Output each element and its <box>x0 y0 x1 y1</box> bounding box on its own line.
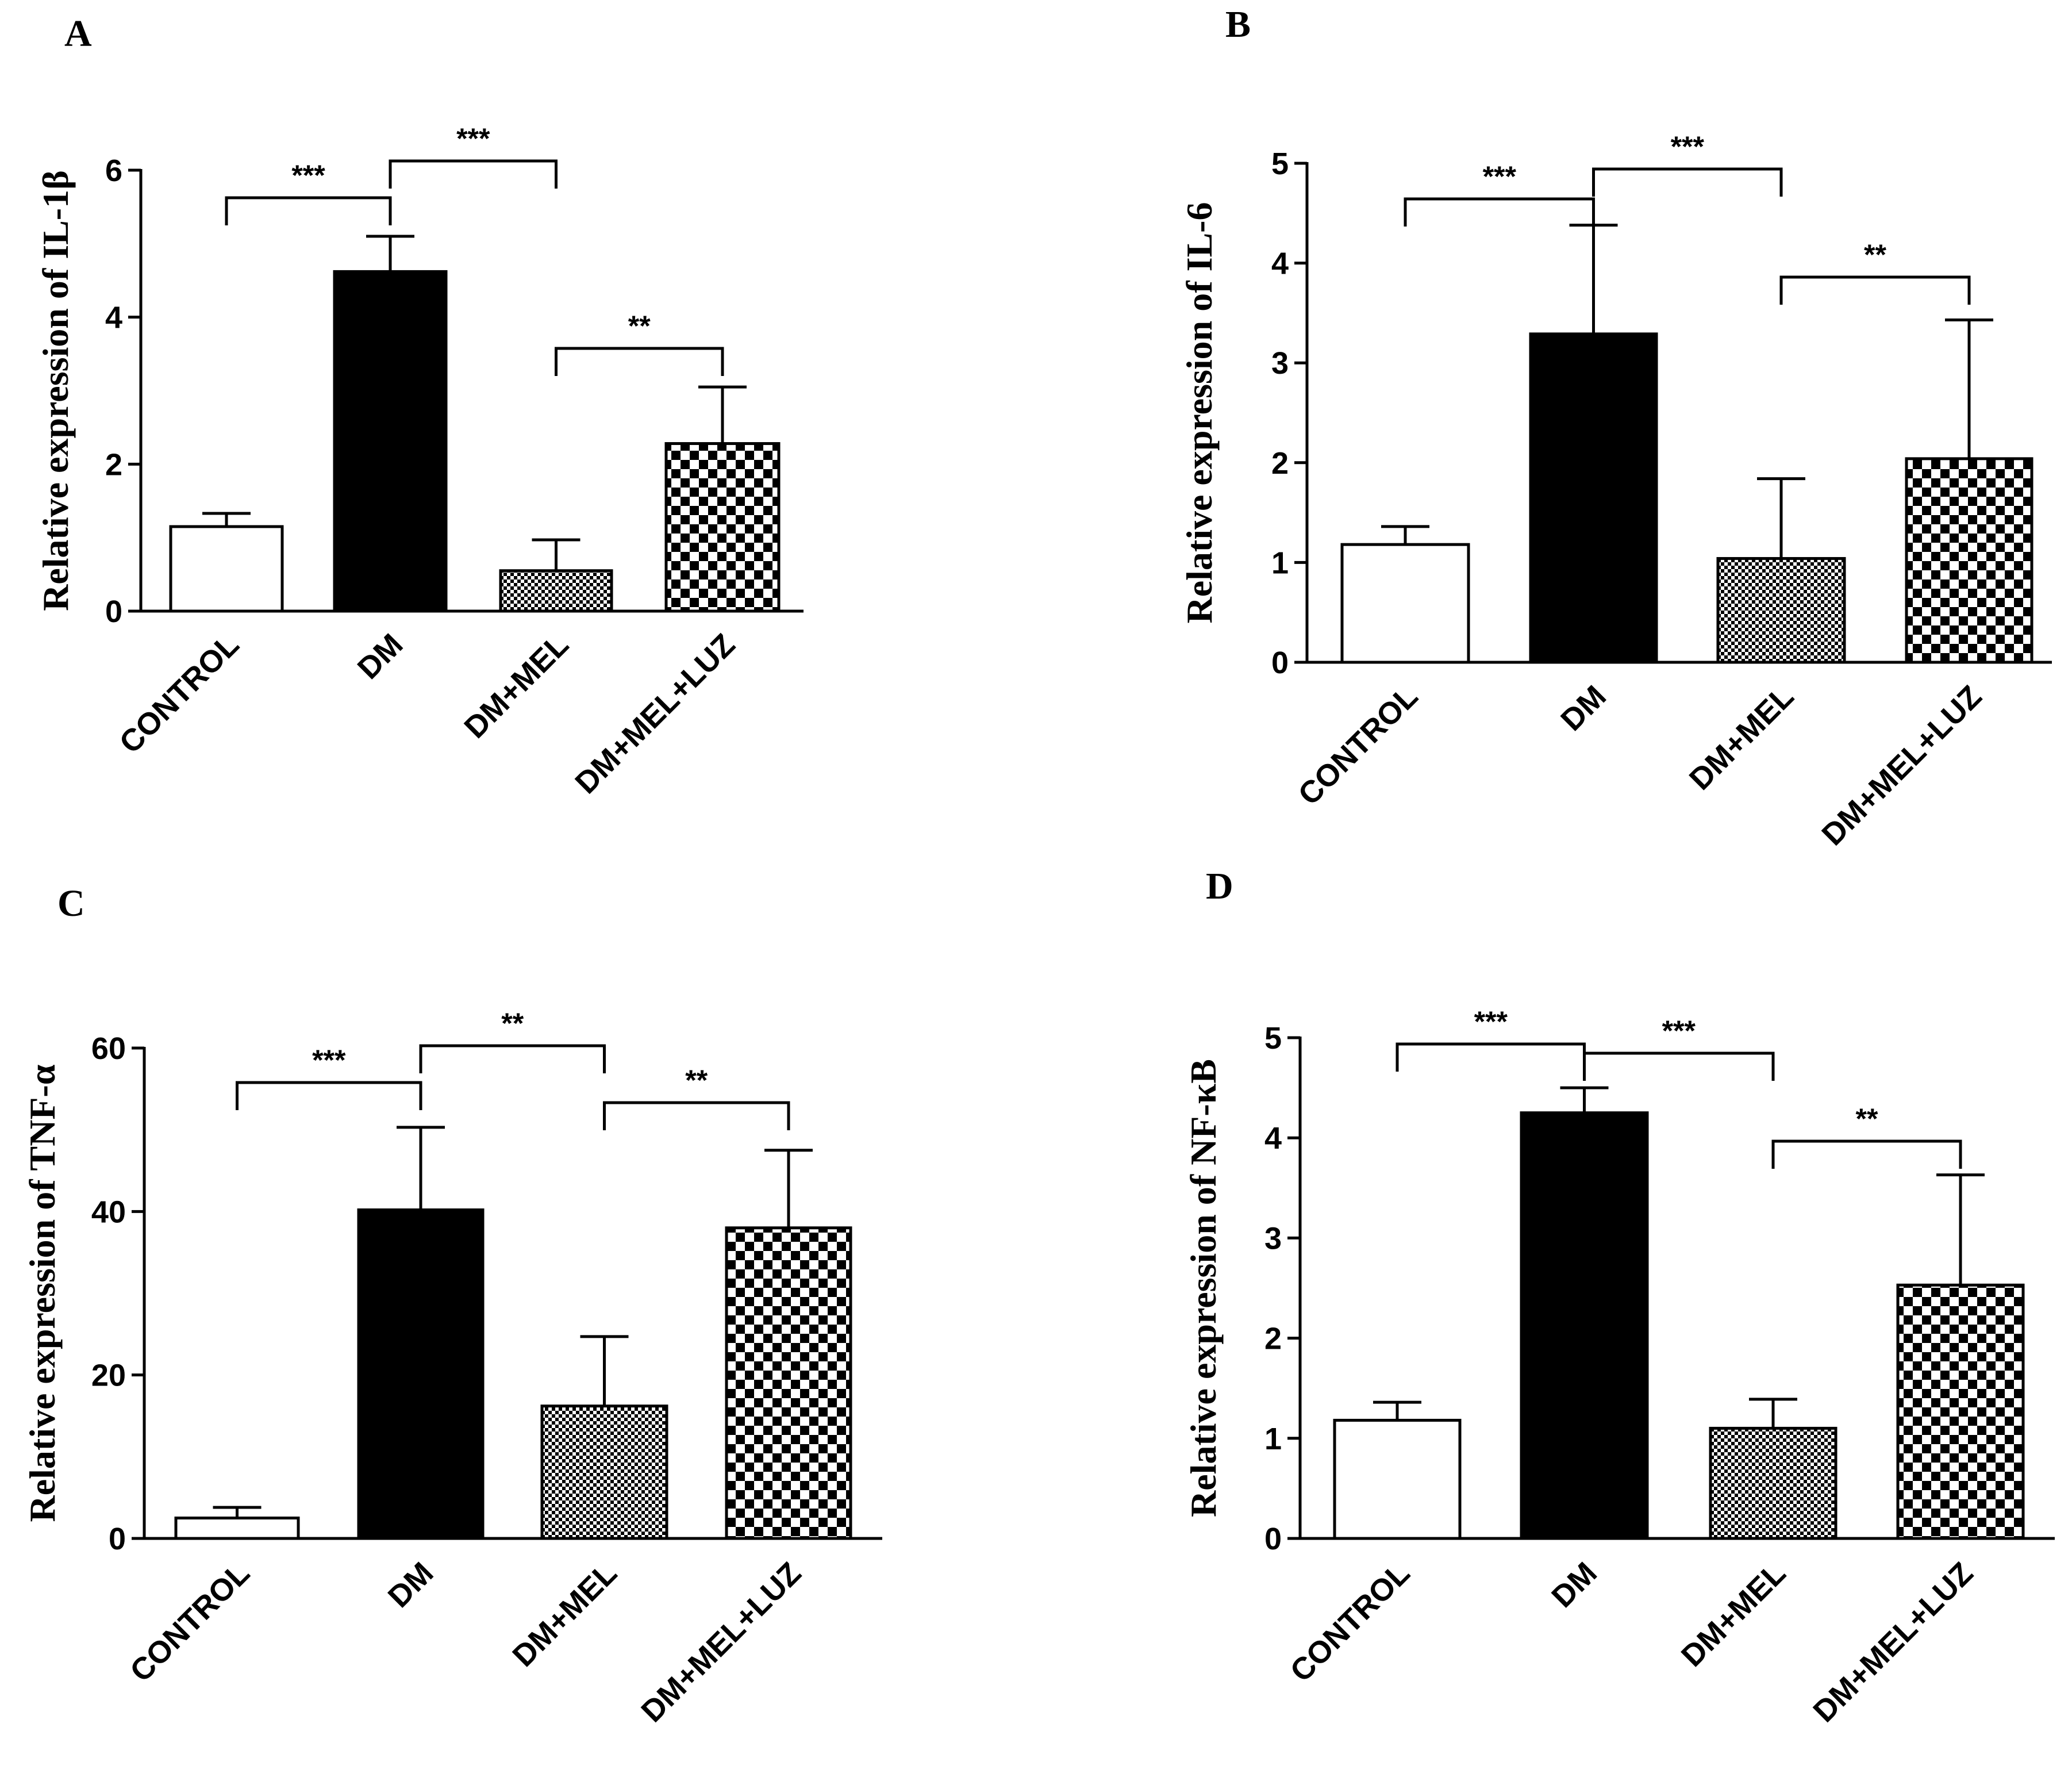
significance-label: ** <box>1864 239 1886 271</box>
x-tick-label: DM+MEL <box>458 627 575 745</box>
y-tick-label: 0 <box>1264 1522 1282 1556</box>
significance-bracket <box>389 159 558 189</box>
chart-panel-d: D Relative expression of NF-κB 0 1 2 3 4 5 CONTR… <box>1183 865 2055 1729</box>
significance-label: *** <box>456 122 490 155</box>
panel-letter: D <box>1206 865 1233 907</box>
panel-letter: C <box>57 882 85 924</box>
y-tick-label: 1 <box>1271 546 1289 580</box>
significance-bracket <box>555 347 724 376</box>
bar-dm-mel-luz <box>664 442 781 613</box>
panel-letter: B <box>1225 3 1251 45</box>
charts-container: A Relative expression of IL-1β 0 2 4 6 CONTROL… <box>22 3 2055 1729</box>
y-tick-label: 2 <box>105 447 122 482</box>
y-tick-label: 6 <box>105 153 122 188</box>
x-tick-label: DM <box>1545 1556 1604 1614</box>
significance-bracket <box>603 1101 790 1130</box>
bar-control <box>1340 543 1470 664</box>
y-tick-label: 4 <box>1271 247 1289 281</box>
x-tick-label: DM+MEL+LUZ <box>1806 1556 1979 1729</box>
y-tick-label: 20 <box>91 1358 126 1393</box>
bar-dm-mel-luz <box>725 1226 852 1540</box>
significance-label: *** <box>1662 1015 1696 1047</box>
y-axis-label: Relative expression of IL-1β <box>35 170 76 611</box>
y-axis-label: Relative expression of IL-6 <box>1179 202 1220 624</box>
y-tick-label: 2 <box>1264 1322 1282 1356</box>
significance-label: ** <box>628 310 651 342</box>
significance-bracket <box>1583 1051 1775 1081</box>
bar-dm <box>1520 1111 1649 1540</box>
y-tick-label: 4 <box>1264 1121 1282 1156</box>
x-tick-label: DM+MEL <box>1683 679 1801 797</box>
bar-dm <box>1529 332 1658 664</box>
bar-dm-mel <box>540 1404 668 1540</box>
significance-bracket <box>225 196 392 225</box>
bar-dm <box>333 270 448 613</box>
x-tick-label: DM <box>1554 679 1613 738</box>
x-tick-label: DM+MEL <box>1675 1556 1793 1674</box>
significance-label: ** <box>501 1007 524 1039</box>
y-tick-label: 40 <box>91 1195 126 1229</box>
bar-dm <box>357 1208 485 1540</box>
bar-dm-mel-luz <box>1905 457 2033 664</box>
x-tick-label: CONTROL <box>113 627 245 760</box>
x-tick-label: DM <box>351 627 410 686</box>
significance-bracket <box>1771 1139 1962 1169</box>
significance-bracket <box>1404 197 1595 227</box>
significance-bracket <box>236 1081 422 1110</box>
significance-label: *** <box>312 1044 346 1076</box>
x-tick-label: DM+MEL+LUZ <box>635 1556 808 1729</box>
x-tick-label: CONTROL <box>1283 1556 1416 1688</box>
significance-label: ** <box>685 1064 708 1096</box>
significance-label: *** <box>1474 1006 1508 1038</box>
significance-label: *** <box>1483 160 1517 193</box>
y-tick-label: 2 <box>1271 446 1289 481</box>
x-tick-label: DM+MEL+LUZ <box>1815 679 1988 852</box>
y-tick-label: 3 <box>1271 346 1289 381</box>
y-tick-label: 0 <box>1271 646 1289 680</box>
chart-panel-a: A Relative expression of IL-1β 0 2 4 6 CONTROL… <box>35 13 804 800</box>
y-tick-label: 0 <box>109 1522 126 1556</box>
y-tick-label: 0 <box>105 594 122 629</box>
x-tick-label: CONTROL <box>1291 679 1424 812</box>
significance-label: *** <box>1671 131 1705 163</box>
x-tick-label: DM+MEL <box>506 1556 624 1674</box>
bar-control <box>1333 1418 1462 1540</box>
significance-bracket <box>1396 1042 1586 1072</box>
significance-bracket <box>419 1044 606 1073</box>
x-tick-label: DM+MEL+LUZ <box>568 627 741 800</box>
panel-letter: A <box>64 13 92 55</box>
y-axis-label: Relative expression of NF-κB <box>1183 1059 1224 1517</box>
x-tick-label: CONTROL <box>124 1556 256 1688</box>
y-axis-label: Relative expression of TNF-α <box>22 1064 63 1522</box>
bar-dm-mel <box>1709 1426 1837 1540</box>
y-tick-label: 60 <box>91 1031 126 1066</box>
chart-panel-b: B Relative expression of IL-6 0 1 2 3 4 5 CONTRO… <box>1179 3 2052 852</box>
bar-dm-mel-luz <box>1896 1283 2025 1540</box>
x-tick-label: DM <box>382 1556 440 1614</box>
significance-label: ** <box>1856 1103 1878 1135</box>
bar-control <box>174 1516 300 1540</box>
y-tick-label: 3 <box>1264 1221 1282 1256</box>
significance-bracket <box>1592 167 1783 197</box>
y-tick-label: 1 <box>1264 1422 1282 1456</box>
y-tick-label: 5 <box>1271 147 1289 181</box>
bar-control <box>169 525 284 613</box>
y-tick-label: 4 <box>105 301 122 335</box>
bar-dm-mel <box>1716 557 1846 664</box>
bar-dm-mel <box>499 569 613 613</box>
y-tick-label: 5 <box>1264 1021 1282 1056</box>
significance-label: *** <box>291 159 325 191</box>
significance-bracket <box>1779 275 1971 305</box>
chart-panel-c: C Relative expression of TNF-α 0 20 40 60 CONT… <box>22 882 882 1729</box>
